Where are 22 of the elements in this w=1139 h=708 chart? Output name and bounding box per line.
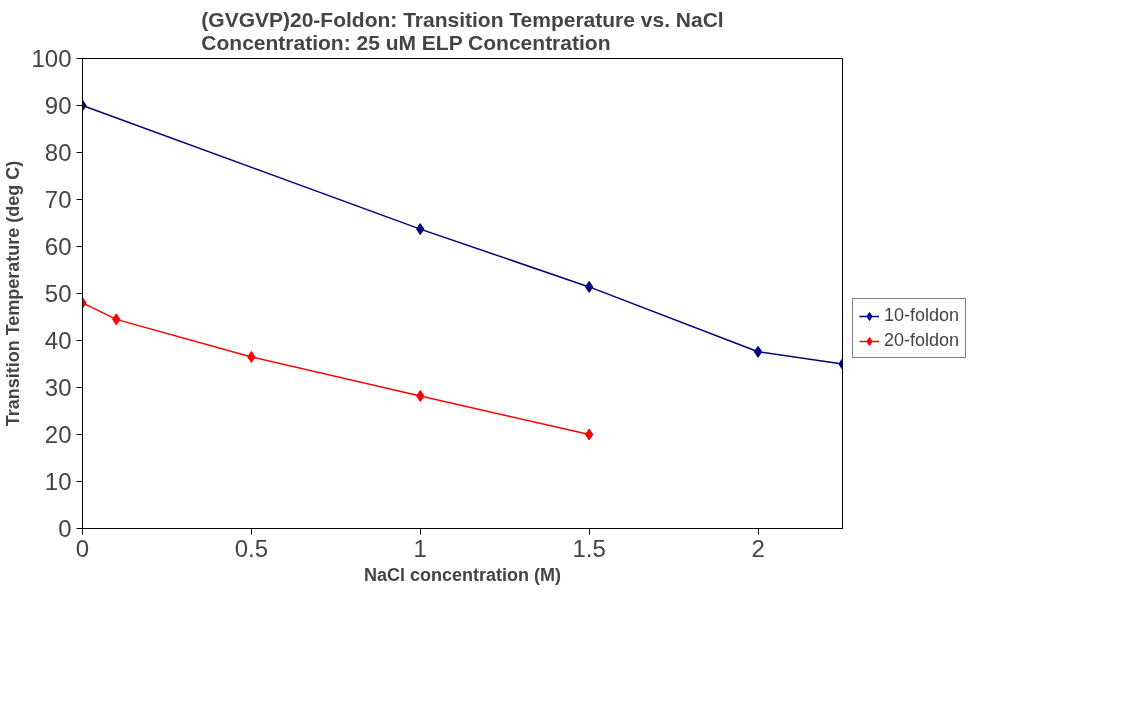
y-tick-label: 20 — [44, 421, 72, 448]
y-tick-label: 70 — [44, 186, 72, 213]
x-tick-label: 1 — [413, 534, 427, 562]
y-tick-label: 50 — [44, 280, 72, 307]
legend-label: 20-foldon — [884, 330, 960, 351]
y-tick-label: 80 — [44, 139, 72, 166]
y-tick-label: 60 — [44, 233, 72, 260]
y-tick-label: 30 — [44, 374, 72, 401]
y-tick-label: 40 — [44, 327, 72, 354]
y-axis-title: Transition Temperature (deg C) — [3, 160, 24, 427]
x-tick-label: 0 — [75, 534, 90, 562]
x-tick-label: 0.5 — [234, 534, 269, 562]
x-axis-title: NaCl concentration (M) — [364, 564, 562, 585]
legend-label: 10-foldon — [884, 305, 960, 326]
point — [753, 345, 763, 358]
y-tick-label: 90 — [44, 92, 72, 119]
y-tick-label: 0 — [58, 515, 72, 542]
x-tick-label: 2 — [751, 534, 765, 562]
x-tick-label: 1.5 — [572, 534, 606, 562]
y-tick-label: 10 — [44, 468, 72, 495]
chart-title: (GVGVP)20-Foldon: Transition Temperature vs. NaCl Concentration: 25 uM ELP Concentration — [201, 7, 724, 54]
y-tick-label: 100 — [31, 45, 72, 72]
